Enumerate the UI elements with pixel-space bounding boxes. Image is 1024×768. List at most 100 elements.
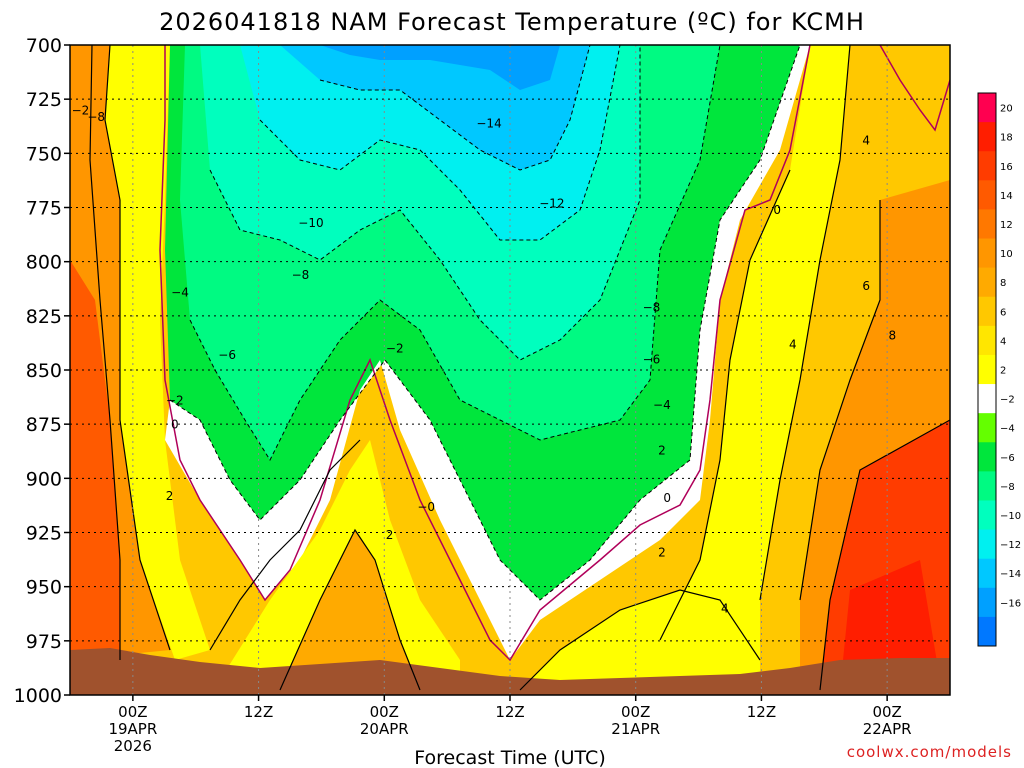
chart-title: 2026041818 NAM Forecast Temperature (ºC)… (159, 8, 865, 36)
x-tick-label: 00Z (621, 703, 650, 721)
y-tick-label: 925 (26, 523, 62, 545)
colorbar-swatch (978, 471, 996, 501)
y-tick-label: 900 (26, 468, 62, 490)
colorbar-label: 4 (1000, 336, 1006, 347)
contour-label: 2 (166, 489, 174, 503)
contour-label: 0 (773, 203, 781, 217)
field-yellow-left (105, 45, 210, 660)
x-tick-label: 00Z (118, 703, 147, 721)
contour-label: −10 (298, 216, 323, 230)
colorbar-label: 12 (1000, 220, 1013, 231)
field-freezing-band (165, 45, 810, 660)
colorbar-label: −14 (1000, 569, 1021, 580)
y-tick-label: 775 (26, 198, 62, 220)
colorbar-label: −10 (1000, 511, 1021, 522)
y-tick-label: 825 (26, 306, 62, 328)
contour-label: −4 (171, 285, 189, 299)
colorbar-swatch (978, 616, 996, 647)
colorbar-swatch (978, 529, 996, 560)
contour-label: −14 (476, 116, 501, 130)
contour-label: −12 (539, 197, 564, 211)
x-tick-label: 12Z (747, 703, 776, 721)
contour-label: −6 (218, 348, 236, 362)
colorbar-label: 16 (1000, 162, 1013, 173)
contour-label: −6 (643, 353, 661, 367)
colorbar-swatch (978, 442, 996, 472)
colorbar-label: −8 (1000, 482, 1015, 493)
contour-label: 0 (663, 491, 671, 505)
field-mid-orange-lobe (280, 530, 420, 690)
colorbar-label: −4 (1000, 424, 1015, 435)
y-tick-label: 850 (26, 360, 62, 382)
y-axis: 700 725 750 775 800 825 850 875 900 925 950 975 1000 (14, 35, 70, 707)
credit-text: coolwx.com/models (847, 743, 1012, 761)
colorbar-swatch (978, 558, 996, 589)
colorbar-label: 6 (1000, 307, 1006, 318)
colorbar-label: 18 (1000, 133, 1013, 144)
contour-label: 6 (862, 279, 870, 293)
colorbar-label: −12 (1000, 540, 1021, 551)
warm-contours (89, 45, 950, 691)
x-tick-label: 00Z (370, 703, 399, 721)
contour-label: 8 (889, 329, 897, 343)
y-tick-label: 800 (26, 252, 62, 274)
colorbar-swatch (978, 209, 996, 240)
x-tick-label: 00Z (872, 703, 901, 721)
field-ground (70, 648, 950, 695)
contour-label: 4 (789, 337, 797, 351)
x-axis-label: Forecast Time (UTC) (414, 747, 605, 768)
field-deepred-right (840, 560, 940, 690)
contour-label: 4 (721, 602, 729, 616)
contour-label: −2 (166, 394, 184, 408)
colorbar: 20 18 16 14 12 10 8 6 4 2 −2 −4 −6 −8 −10 −12 −14 −16 (977, 92, 1021, 647)
colorbar-label: 20 (1000, 104, 1013, 115)
colorbar-label: 2 (1000, 366, 1006, 377)
x-tick-label: 20APR (360, 720, 409, 738)
x-tick-label: 12Z (244, 703, 273, 721)
y-tick-label: 975 (26, 631, 62, 653)
grid (70, 45, 950, 695)
colorbar-swatch (978, 384, 996, 414)
cold-contours (169, 45, 801, 601)
x-tick-label: 12Z (495, 703, 524, 721)
contour-label: −0 (417, 500, 435, 514)
colorbar-swatch (978, 180, 996, 210)
contour-label: 2 (658, 444, 666, 458)
colorbar-label: −6 (1000, 453, 1015, 464)
contour-label: 2 (386, 528, 394, 542)
colorbar-swatch (978, 238, 996, 269)
contour-label: 0 (171, 418, 179, 432)
contour-label: −8 (643, 301, 661, 315)
x-tick-label: 19APR (108, 720, 157, 738)
contour-label: −8 (292, 268, 310, 282)
contour-label: −4 (653, 398, 671, 412)
colorbar-swatch (978, 587, 996, 618)
y-tick-label: 700 (26, 35, 62, 57)
colorbar-swatch (978, 325, 996, 356)
contour-label: −8 (87, 110, 105, 124)
colorbar-label: 8 (1000, 278, 1006, 289)
contour-label: 2 (658, 545, 666, 559)
colorbar-swatch (978, 413, 996, 443)
colorbar-label: −16 (1000, 598, 1021, 609)
field-hot-left (70, 260, 120, 660)
colorbar-label: 10 (1000, 249, 1013, 260)
colorbar-swatch (978, 500, 996, 531)
contour-label: −2 (386, 342, 404, 356)
field-mid-warm-lobe-2 (520, 590, 760, 690)
colorbar-swatch (978, 267, 996, 298)
y-tick-label: 725 (26, 89, 62, 111)
colorbar-swatch (978, 122, 996, 152)
colorbar-swatch (978, 296, 996, 327)
colorbar-frame (977, 92, 997, 647)
y-tick-label: 750 (26, 143, 62, 165)
colorbar-label: 14 (1000, 191, 1013, 202)
y-tick-label: 950 (26, 577, 62, 599)
freezing-contour (159, 45, 811, 662)
colorbar-swatch (978, 151, 996, 181)
y-tick-label: 875 (26, 414, 62, 436)
x-tick-label: 22APR (863, 720, 912, 738)
